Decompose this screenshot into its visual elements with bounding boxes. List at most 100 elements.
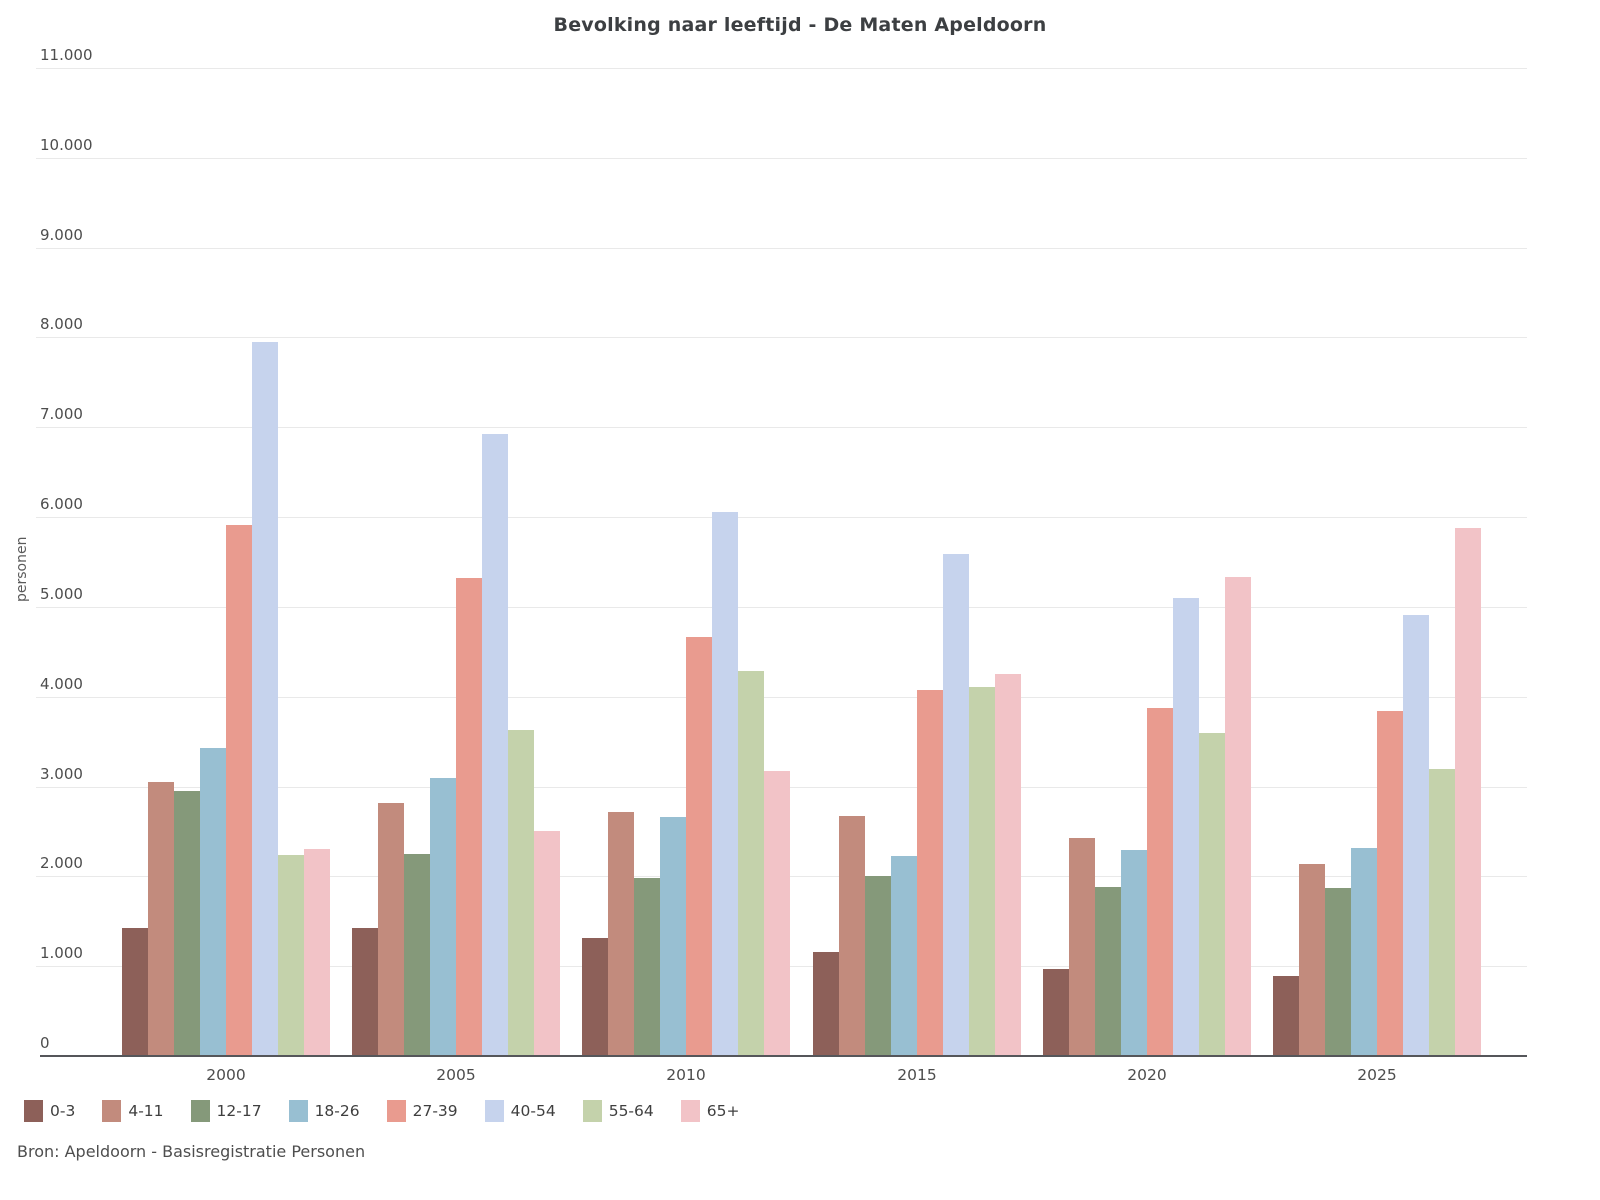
y-tick-label: 5.000 <box>40 585 83 603</box>
bar-2005-55-64 <box>508 730 534 1055</box>
legend-label: 55-64 <box>608 1102 654 1120</box>
legend-swatch-icon <box>386 1100 406 1122</box>
legend-label: 18-26 <box>314 1102 360 1120</box>
bar-2005-0-3 <box>352 928 378 1055</box>
y-tick-label: 3.000 <box>40 765 83 783</box>
legend-item-27-39: 27-39 <box>386 1100 458 1122</box>
bar-2020-55-64 <box>1199 733 1225 1055</box>
bar-2020-0-3 <box>1043 969 1069 1055</box>
x-tick-label-2020: 2020 <box>1127 1066 1167 1084</box>
bar-2015-18-26 <box>891 856 917 1055</box>
y-gridline <box>36 248 1527 249</box>
bar-2005-18-26 <box>430 778 456 1055</box>
legend-swatch-icon <box>484 1100 504 1122</box>
bar-2025-0-3 <box>1273 976 1299 1055</box>
legend-item-4-11: 4-11 <box>102 1100 164 1122</box>
legend-swatch-icon <box>190 1100 210 1122</box>
bar-2000-0-3 <box>122 928 148 1055</box>
chart-title: Bevolking naar leeftijd - De Maten Apeld… <box>553 14 1047 36</box>
y-tick-label: 0 <box>40 1034 50 1052</box>
legend-label: 4-11 <box>128 1102 164 1120</box>
y-tick-label: 8.000 <box>40 315 83 333</box>
legend-item-55-64: 55-64 <box>582 1100 654 1122</box>
y-tick-label: 9.000 <box>40 226 83 244</box>
bar-2025-18-26 <box>1351 848 1377 1055</box>
bar-2015-27-39 <box>917 690 943 1055</box>
bar-2020-65+ <box>1225 577 1251 1055</box>
y-gridline <box>36 607 1527 608</box>
legend-label: 12-17 <box>216 1102 262 1120</box>
bar-2015-0-3 <box>813 952 839 1055</box>
bar-2010-4-11 <box>608 812 634 1055</box>
legend-swatch-icon <box>680 1100 700 1122</box>
bar-2015-4-11 <box>839 816 865 1055</box>
bar-2000-55-64 <box>278 855 304 1055</box>
bar-2005-27-39 <box>456 578 482 1055</box>
bar-2025-40-54 <box>1403 615 1429 1055</box>
x-tick-label-2000: 2000 <box>206 1066 246 1084</box>
x-axis-line <box>40 1055 1527 1057</box>
bar-2005-12-17 <box>404 854 430 1055</box>
bar-2010-55-64 <box>738 671 764 1055</box>
source-note: Bron: Apeldoorn - Basisregistratie Perso… <box>17 1142 366 1161</box>
y-gridline <box>36 517 1527 518</box>
bar-2015-65+ <box>995 674 1021 1055</box>
bar-2010-65+ <box>764 771 790 1055</box>
bar-2010-18-26 <box>660 817 686 1055</box>
y-gridline <box>36 337 1527 338</box>
y-tick-label: 11.000 <box>40 46 93 64</box>
x-tick-label-2005: 2005 <box>436 1066 476 1084</box>
legend-label: 40-54 <box>510 1102 556 1120</box>
y-tick-label: 2.000 <box>40 854 83 872</box>
x-tick-label-2025: 2025 <box>1357 1066 1397 1084</box>
y-tick-label: 10.000 <box>40 136 93 154</box>
bar-2020-40-54 <box>1173 598 1199 1055</box>
legend-label: 65+ <box>706 1102 740 1120</box>
legend-swatch-icon <box>582 1100 602 1122</box>
chart-legend: 0-3 4-11 12-17 18-26 27-39 40-54 55-64 65+ <box>24 1100 739 1122</box>
bar-2005-4-11 <box>378 803 404 1055</box>
bar-2020-18-26 <box>1121 850 1147 1055</box>
bar-2005-65+ <box>534 831 560 1055</box>
bar-2020-27-39 <box>1147 708 1173 1055</box>
bar-2010-12-17 <box>634 878 660 1055</box>
y-tick-label: 6.000 <box>40 495 83 513</box>
legend-label: 27-39 <box>412 1102 458 1120</box>
legend-item-0-3: 0-3 <box>24 1100 75 1122</box>
y-gridline <box>36 697 1527 698</box>
legend-swatch-icon <box>24 1100 43 1122</box>
bar-2025-65+ <box>1455 528 1481 1055</box>
bar-2005-40-54 <box>482 434 508 1055</box>
bar-2010-0-3 <box>582 938 608 1055</box>
bar-2010-40-54 <box>712 512 738 1055</box>
bar-2000-65+ <box>304 849 330 1055</box>
y-tick-label: 1.000 <box>40 944 83 962</box>
bar-2000-12-17 <box>174 791 200 1055</box>
y-gridline <box>36 427 1527 428</box>
legend-swatch-icon <box>288 1100 308 1122</box>
legend-item-12-17: 12-17 <box>190 1100 262 1122</box>
legend-label: 0-3 <box>50 1102 76 1120</box>
bar-2015-40-54 <box>943 554 969 1055</box>
bar-2025-4-11 <box>1299 864 1325 1055</box>
bar-2025-12-17 <box>1325 888 1351 1055</box>
legend-item-65+: 65+ <box>680 1100 740 1122</box>
x-tick-label-2010: 2010 <box>666 1066 706 1084</box>
y-axis-label: personen <box>14 536 30 602</box>
bar-2020-12-17 <box>1095 887 1121 1055</box>
x-tick-label-2015: 2015 <box>897 1066 937 1084</box>
bar-2000-4-11 <box>148 782 174 1055</box>
bar-2000-18-26 <box>200 748 226 1055</box>
y-tick-label: 7.000 <box>40 405 83 423</box>
legend-item-40-54: 40-54 <box>484 1100 556 1122</box>
bar-2020-4-11 <box>1069 838 1095 1055</box>
bar-2010-27-39 <box>686 637 712 1055</box>
y-gridline <box>36 68 1527 69</box>
y-tick-label: 4.000 <box>40 675 83 693</box>
bar-2000-40-54 <box>252 342 278 1055</box>
bar-2025-27-39 <box>1377 711 1403 1055</box>
legend-item-18-26: 18-26 <box>288 1100 360 1122</box>
bar-2015-12-17 <box>865 876 891 1055</box>
y-gridline <box>36 158 1527 159</box>
